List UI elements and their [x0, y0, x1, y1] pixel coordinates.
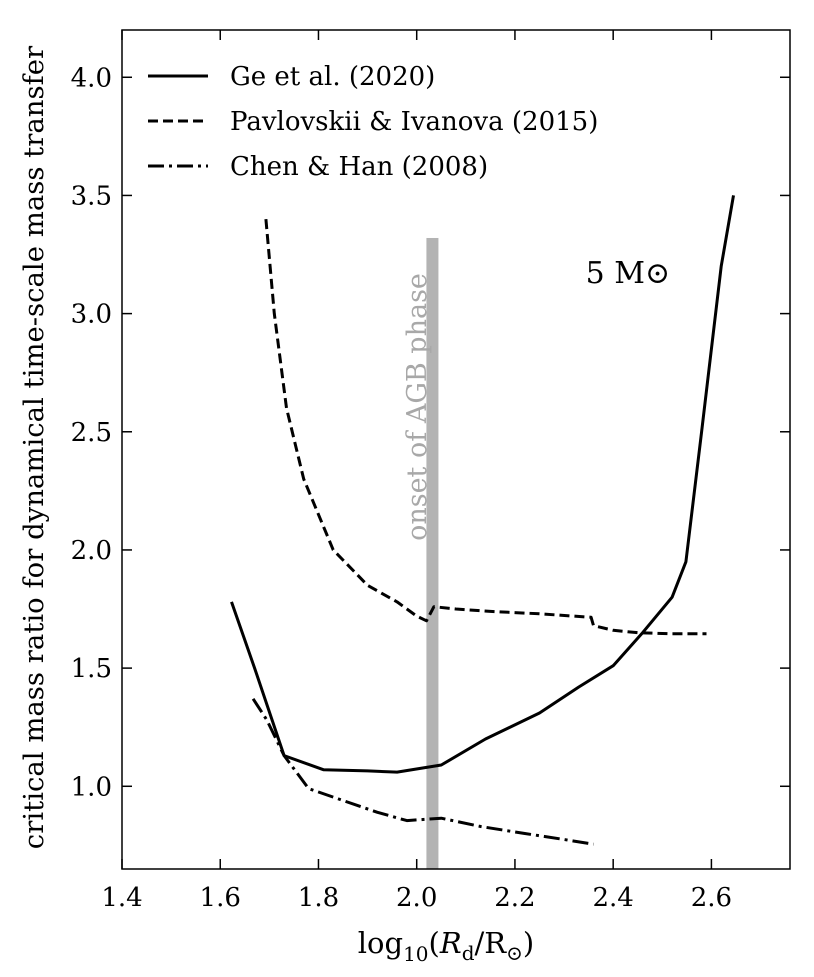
x-tick-label: 1.6 [200, 883, 241, 913]
y-tick-label: 4.0 [71, 63, 112, 93]
plot-frame [121, 29, 791, 870]
y-tick-label: 2.5 [71, 418, 112, 448]
x-tick-label: 2.6 [691, 883, 732, 913]
series-line-2 [264, 218, 707, 636]
y-axis-title: critical mass ratio for dynamical time-s… [18, 45, 50, 849]
series-line-1 [230, 195, 735, 774]
y-tick-label: 3.5 [71, 181, 112, 211]
y-tick-label: 2.0 [71, 536, 112, 566]
legend-label: Chen & Han (2008) [230, 152, 488, 182]
y-tick-label: 1.0 [71, 772, 112, 802]
x-tick-label: 1.4 [101, 883, 142, 913]
agb-onset-band [426, 237, 439, 869]
agb-onset-layer: onset of AGB phase [402, 237, 439, 869]
y-tick-label: 3.0 [71, 300, 112, 330]
legend-label: Pavlovskii & Ivanova (2015) [230, 107, 598, 137]
x-tick-label: 2.4 [592, 883, 633, 913]
x-tick-label: 1.8 [298, 883, 339, 913]
stellar-mass-annotation: 5 M⊙ [586, 256, 670, 291]
x-tick-label: 2.0 [396, 883, 437, 913]
axis-ticks: 1.4 1.6 1.8 2.0 2.2 2.4 2.6 1.0 1.5 2.0 2.5 3.0 3.5 4… [71, 30, 790, 913]
x-axis-title: log10(Rd/R⊙) [358, 926, 534, 966]
legend: Ge et al. (2020) Pavlovskii & Ivanova (20… [148, 62, 598, 182]
series-layer [230, 195, 735, 846]
agb-onset-label: onset of AGB phase [402, 273, 433, 541]
legend-label: Ge et al. (2020) [230, 62, 435, 92]
series-line-3 [251, 697, 594, 846]
x-tick-label: 2.2 [494, 883, 535, 913]
y-tick-label: 1.5 [71, 654, 112, 684]
